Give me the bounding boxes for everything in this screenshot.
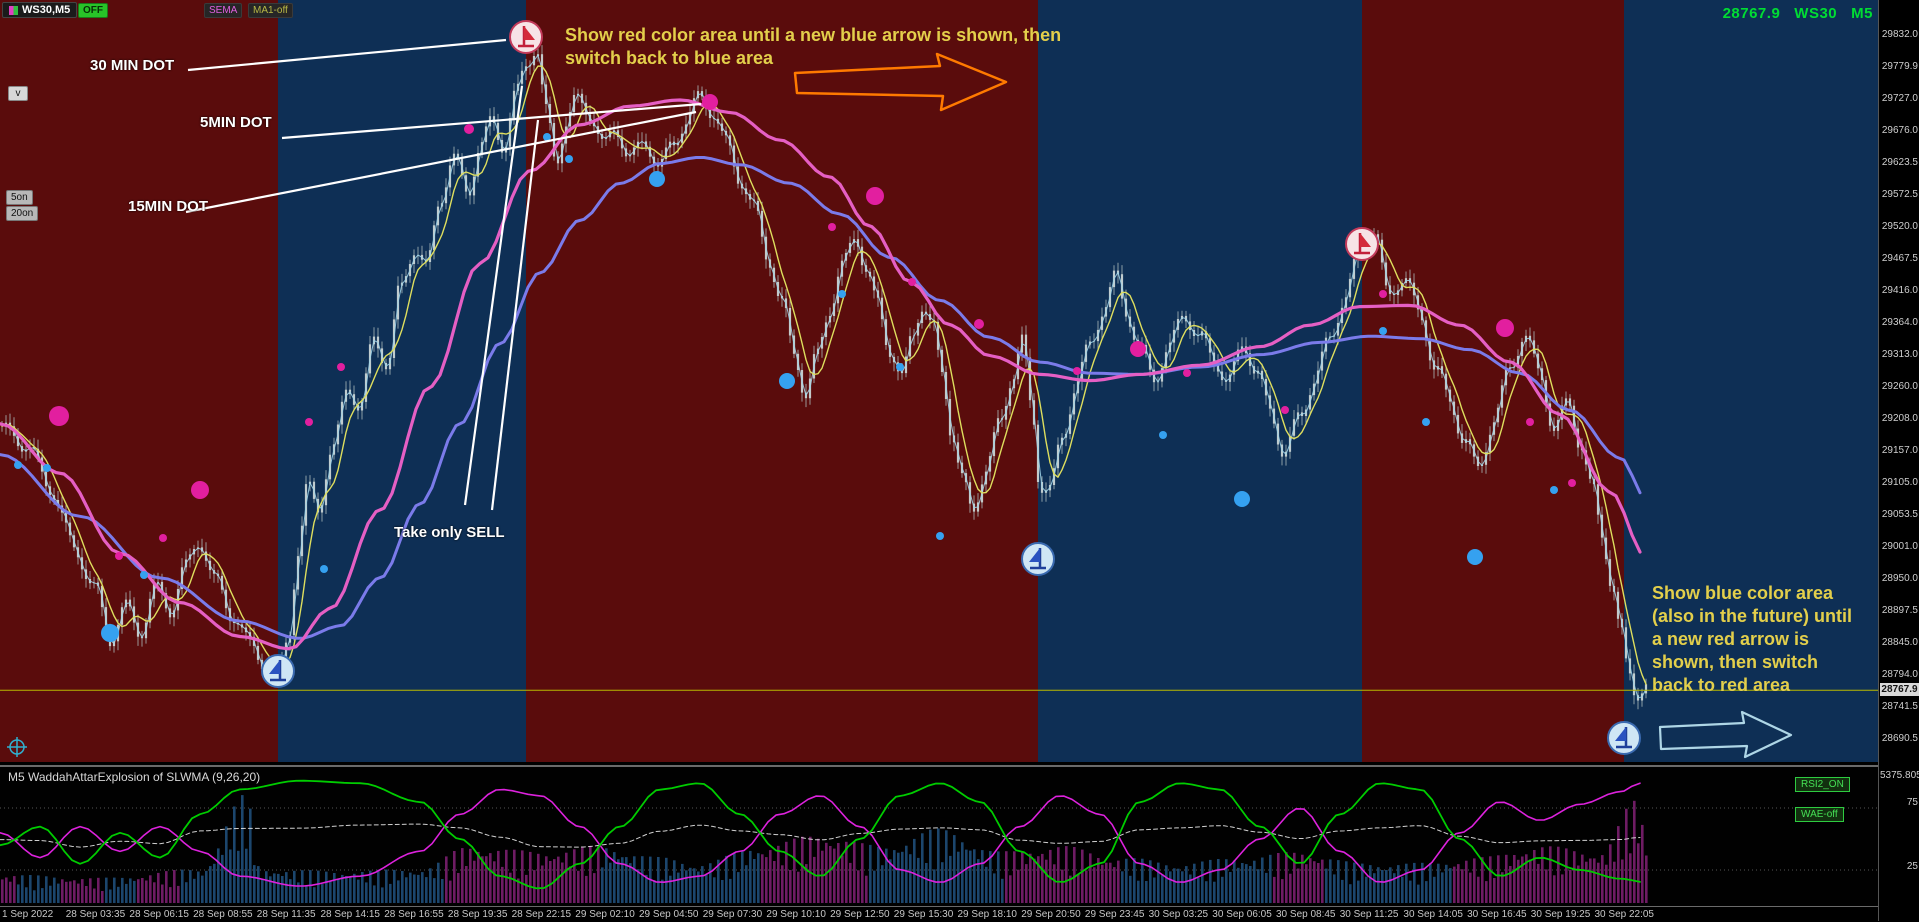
- 20on-button[interactable]: 20on: [6, 206, 39, 221]
- price-tick: 29157.0: [1881, 445, 1918, 456]
- time-tick: 29 Sep 23:45: [1084, 909, 1145, 920]
- time-tick: 30 Sep 08:45: [1276, 909, 1336, 920]
- chart-icon: [9, 5, 18, 15]
- price-chart-panel[interactable]: 30 MIN DOT 5MIN DOT 15MIN DOT Take only …: [0, 0, 1878, 762]
- price-tick: 28794.0: [1881, 669, 1918, 680]
- price-tick: 28741.5: [1881, 701, 1918, 712]
- price-tick: 28897.5: [1881, 605, 1918, 616]
- annotation-red-area-note: Show red color area until a new blue arr…: [565, 24, 1061, 70]
- time-tick: 29 Sep 07:30: [702, 909, 763, 920]
- time-tick: 29 Sep 20:50: [1021, 909, 1081, 920]
- price-tick: 29364.0: [1881, 317, 1918, 328]
- price-tick: 29053.5: [1881, 509, 1918, 520]
- price-tick: 29105.0: [1881, 477, 1918, 488]
- quote-display: 28767.9 WS30 M5: [1723, 5, 1873, 22]
- time-tick: 30 Sep 11:25: [1339, 909, 1399, 920]
- indicator-max-value: 5375.805: [1880, 770, 1919, 781]
- indicator-panel[interactable]: M5 WaddahAttarExplosion of SLWMA (9,26,2…: [0, 765, 1878, 907]
- price-tick: 29832.0: [1881, 29, 1918, 40]
- red-area-note-line1: Show red color area until a new blue arr…: [565, 25, 1062, 45]
- price-tick: 28690.5: [1881, 733, 1918, 744]
- price-tick: 29727.0: [1881, 93, 1918, 104]
- background-bands: [0, 0, 1878, 762]
- time-tick: 28 Sep 06:15: [129, 909, 189, 920]
- price-tick: 29676.0: [1881, 125, 1918, 136]
- price-tick: 28845.0: [1881, 637, 1918, 648]
- time-tick: 28 Sep 22:15: [511, 909, 572, 920]
- 5on-button[interactable]: 5on: [6, 190, 33, 205]
- blue-area-note-line5: back to red area: [1652, 675, 1791, 695]
- time-tick: 29 Sep 15:30: [893, 909, 954, 920]
- price-axis[interactable]: 29832.0 29779.9 29727.0 29676.0 29623.5 29572…: [1878, 0, 1919, 921]
- time-tick: 28 Sep 14:15: [320, 909, 381, 920]
- time-tick: 30 Sep 03:25: [1148, 909, 1209, 920]
- annotation-5min-dot: 5MIN DOT: [200, 114, 272, 131]
- time-axis[interactable]: 1 Sep 2022 28 Sep 03:35 28 Sep 06:15 28 Sep…: [0, 906, 1878, 922]
- time-tick: 28 Sep 03:35: [65, 909, 126, 920]
- current-price-badge: 28767.9: [1880, 683, 1919, 697]
- indicator-title: M5 WaddahAttarExplosion of SLWMA (9,26,2…: [8, 770, 261, 784]
- price-tick: 29313.0: [1881, 349, 1918, 360]
- time-tick: 29 Sep 18:10: [957, 909, 1018, 920]
- rsi2-on-button[interactable]: RSI2_ON: [1795, 777, 1850, 792]
- chart-canvas[interactable]: [0, 0, 1878, 762]
- price-tick: 29623.5: [1881, 157, 1918, 168]
- price-tick: 29467.5: [1881, 253, 1918, 264]
- off-button[interactable]: OFF: [78, 3, 108, 18]
- annotation-30min-dot: 30 MIN DOT: [90, 57, 175, 74]
- indicator-level-25: 25: [1906, 861, 1918, 872]
- sema-button[interactable]: SEMA: [204, 3, 243, 18]
- time-tick: 28 Sep 16:55: [384, 909, 444, 920]
- annotation-15min-dot: 15MIN DOT: [128, 198, 209, 215]
- quote-timeframe: M5: [1851, 5, 1873, 22]
- price-tick: 29572.5: [1881, 189, 1918, 200]
- blue-area-note-line4: shown, then switch: [1652, 652, 1819, 672]
- time-tick: 30 Sep 19:25: [1530, 909, 1591, 920]
- time-tick: 30 Sep 06:05: [1212, 909, 1272, 920]
- price-tick: 29779.9: [1881, 61, 1918, 72]
- time-tick: 28 Sep 08:55: [193, 909, 253, 920]
- annotation-take-only-sell: Take only SELL: [394, 524, 505, 541]
- chart-tab-label: WS30,M5: [22, 3, 71, 16]
- blue-area-note-line2: (also in the future) until: [1652, 606, 1852, 626]
- time-tick: 30 Sep 22:05: [1594, 909, 1655, 920]
- annotation-blue-area-note: Show blue color area (also in the future…: [1652, 582, 1852, 697]
- time-tick: 29 Sep 12:50: [830, 909, 890, 920]
- red-area-note-line2: switch back to blue area: [565, 48, 774, 68]
- background-band-blue: [1624, 0, 1878, 762]
- time-tick: 28 Sep 11:35: [256, 909, 316, 920]
- time-tick: 29 Sep 04:50: [639, 909, 699, 920]
- indicator-level-75: 75: [1906, 797, 1918, 808]
- quote-symbol: WS30: [1794, 5, 1838, 22]
- price-tick: 29260.0: [1881, 381, 1918, 392]
- price-tick: 28950.0: [1881, 573, 1918, 584]
- ma1-off-button[interactable]: MA1-off: [248, 3, 293, 18]
- time-tick: 28 Sep 19:35: [447, 909, 508, 920]
- blue-area-note-line1: Show blue color area: [1652, 583, 1834, 603]
- background-band-red: [1362, 0, 1624, 762]
- v-toggle-button[interactable]: v: [8, 86, 28, 101]
- price-tick: 29208.0: [1881, 413, 1918, 424]
- background-band-blue: [278, 0, 526, 762]
- time-tick: 29 Sep 02:10: [575, 909, 635, 920]
- quote-price: 28767.9: [1722, 5, 1781, 22]
- time-tick: 29 Sep 10:10: [766, 909, 826, 920]
- blue-area-note-line3: a new red arrow is: [1652, 629, 1810, 649]
- crosshair-icon[interactable]: [6, 736, 28, 762]
- wae-off-button[interactable]: WAE-off: [1795, 807, 1844, 822]
- time-tick: 30 Sep 16:45: [1467, 909, 1527, 920]
- price-tick: 29001.0: [1881, 541, 1918, 552]
- indicator-canvas[interactable]: [0, 767, 1878, 907]
- price-tick: 29416.0: [1881, 285, 1918, 296]
- price-tick: 29520.0: [1881, 221, 1918, 232]
- time-tick: 1 Sep 2022: [2, 909, 54, 920]
- chart-tab-ws30-m5[interactable]: WS30,M5: [2, 2, 78, 18]
- time-tick: 30 Sep 14:05: [1403, 909, 1463, 920]
